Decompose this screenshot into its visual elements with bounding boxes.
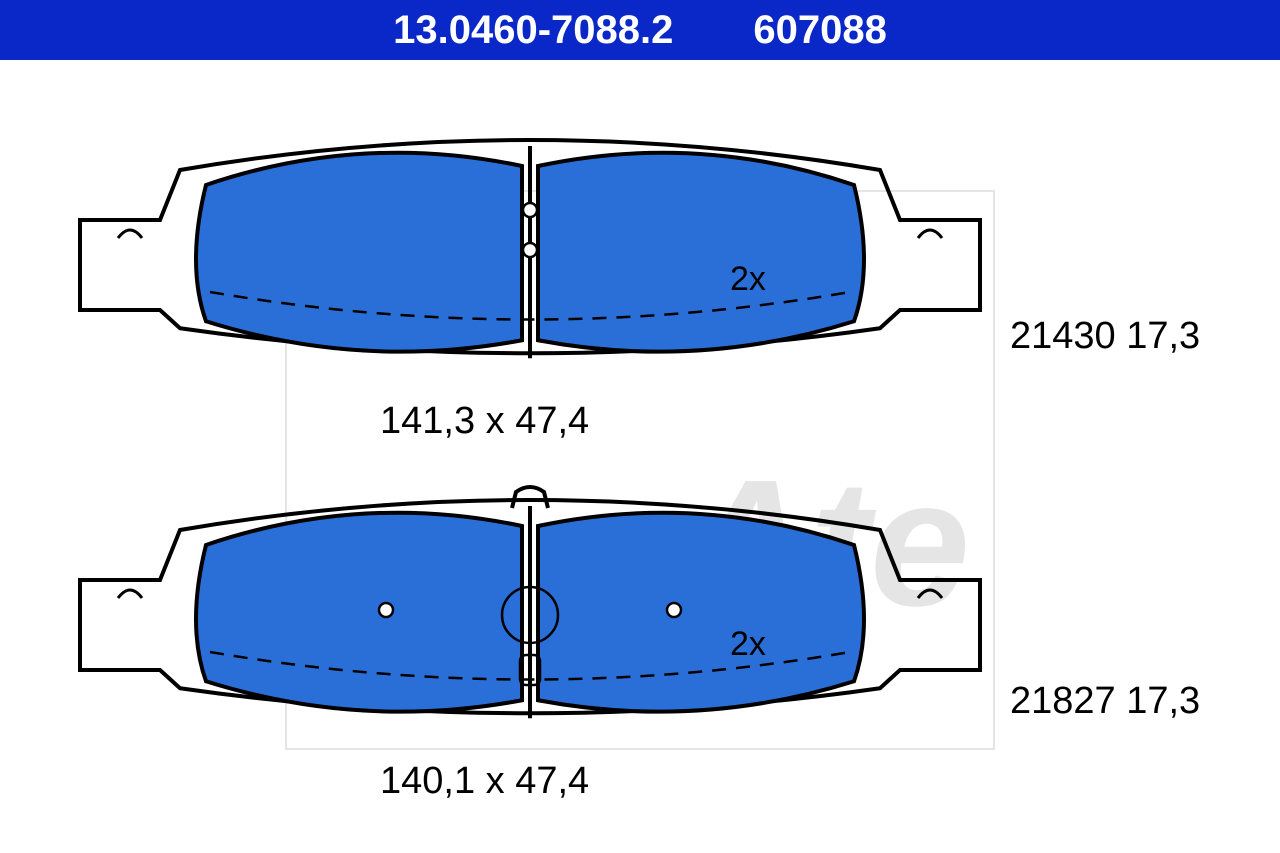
part-number: 13.0460-7088.2 (393, 8, 673, 53)
side-code-bottom: 21827 17,3 (1010, 680, 1200, 723)
side-code-top: 21430 17,3 (1010, 315, 1200, 358)
diagram-area: Ate 2x 2x 141,3 x 47,4 140,1 x 47,4 2143… (0, 60, 1280, 853)
dimensions-label-bottom: 140,1 x 47,4 (380, 760, 589, 803)
short-code: 607088 (753, 8, 886, 53)
qty-label-bottom: 2x (730, 625, 766, 664)
dimensions-label-top: 141,3 x 47,4 (380, 400, 589, 443)
header-bar: 13.0460-7088.2 607088 (0, 0, 1280, 60)
brake-pad-bottom (0, 60, 1280, 853)
qty-label-top: 2x (730, 260, 766, 299)
